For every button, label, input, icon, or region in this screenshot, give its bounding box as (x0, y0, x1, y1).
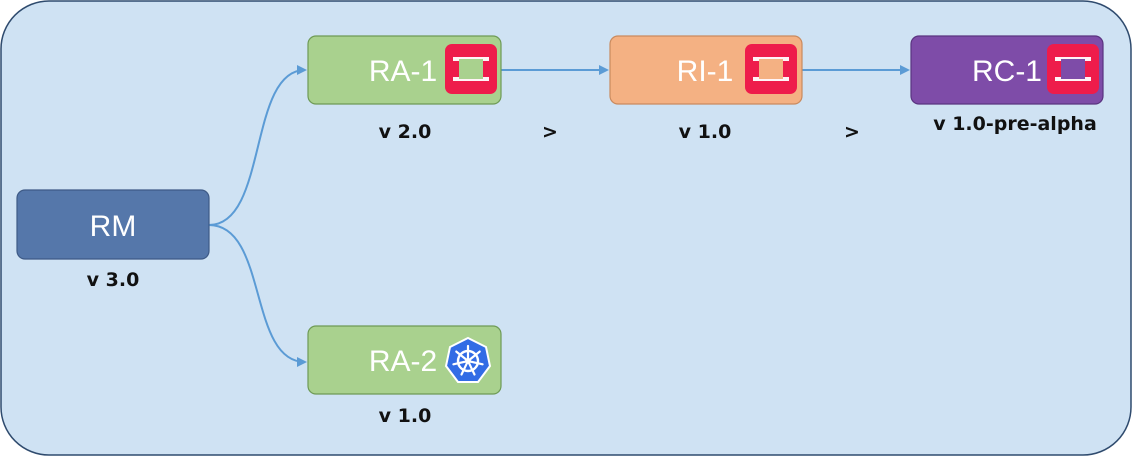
connector-rm-ra1 (208, 65, 307, 226)
ri1-label: RI-1 (677, 55, 734, 88)
kubernetes-icon (444, 336, 492, 383)
node-ra1[interactable]: RA-1 (307, 35, 502, 105)
ra2-version: v 1.0 (379, 405, 432, 427)
openstack-icon (445, 44, 497, 94)
separator-1: > (542, 121, 558, 143)
rm-box (16, 189, 210, 260)
rc1-label: RC-1 (972, 55, 1042, 88)
node-ra2[interactable]: RA-2 (307, 325, 502, 395)
node-ri1[interactable]: RI-1 (609, 35, 803, 105)
separator-2: > (844, 121, 860, 143)
ra2-box (307, 325, 502, 395)
ra1-version: v 2.0 (379, 121, 432, 143)
node-rc1[interactable]: RC-1 (910, 35, 1104, 105)
rm-label: RM (90, 210, 137, 243)
openstack-icon (745, 44, 797, 94)
rc1-version: v 1.0-pre-alpha (933, 113, 1097, 135)
connector-rm-ra2 (208, 224, 307, 367)
rm-version: v 3.0 (87, 269, 140, 291)
ra1-label: RA-1 (369, 55, 437, 88)
openstack-icon (1047, 44, 1099, 94)
ri1-version: v 1.0 (679, 121, 732, 143)
ra2-label: RA-2 (369, 345, 437, 378)
node-rm[interactable]: RM (16, 189, 210, 260)
